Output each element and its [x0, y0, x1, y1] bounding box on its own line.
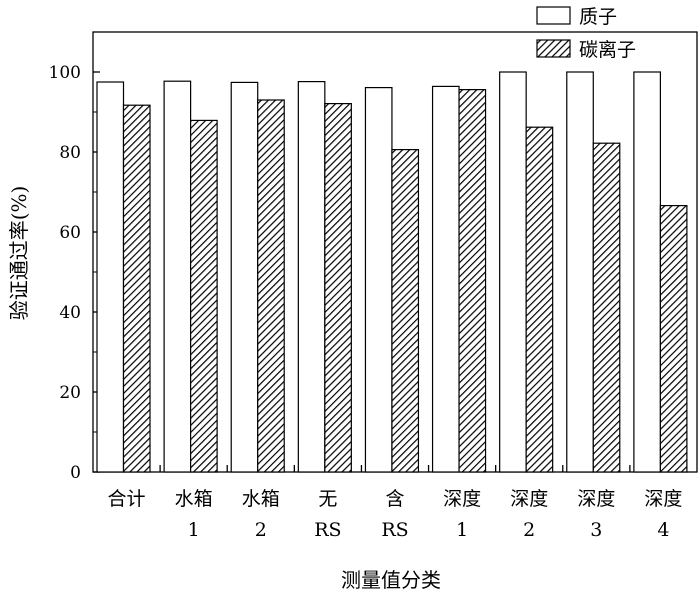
- y-tick-label: 0: [70, 463, 81, 483]
- bar-carbon-5: [458, 88, 487, 473]
- y-axis-title: 验证通过率(%): [7, 186, 31, 321]
- bar-carbon-3: [324, 102, 352, 473]
- bar-proton-7: [566, 71, 594, 473]
- bar-carbon-2: [257, 99, 285, 473]
- x-category-label: RS: [381, 519, 408, 541]
- bar-carbon-1: [190, 119, 218, 473]
- x-category-label: 2: [255, 519, 267, 541]
- bar-proton-5: [431, 85, 460, 473]
- bar-carbon-0: [122, 104, 151, 473]
- plot-area: 0 20 40 60 80 100 合计 水箱 1 水箱 2 无 RS 含 RS 深度 1 深度 2 深度 3 深度 4: [49, 31, 698, 541]
- legend-label-carbon: 碳离子: [579, 39, 636, 61]
- x-category-label: 深度: [577, 488, 615, 510]
- legend-swatch-proton: [536, 6, 571, 25]
- y-tick-label: 20: [59, 383, 81, 403]
- y-tick-label: 40: [59, 303, 81, 323]
- x-category-label: 3: [590, 519, 602, 541]
- x-category-label: 合计: [108, 488, 146, 510]
- x-category-label: 2: [523, 519, 535, 541]
- bar-proton-1: [163, 80, 192, 473]
- bar-proton-0: [96, 81, 125, 473]
- x-category-label: 水箱: [242, 488, 280, 510]
- bar-proton-3: [297, 80, 326, 473]
- y-tick-label: 80: [59, 143, 81, 163]
- x-category-label: 1: [456, 519, 468, 541]
- bar-carbon-6: [525, 126, 554, 473]
- x-category-label: 深度: [644, 488, 682, 510]
- x-category-label: 1: [188, 519, 200, 541]
- bar-proton-2: [230, 81, 259, 473]
- x-category-label: 无: [318, 488, 337, 510]
- legend-label-proton: 质子: [579, 6, 617, 28]
- bar-proton-8: [633, 71, 661, 473]
- bar-proton-6: [499, 71, 527, 473]
- y-tick-label: 60: [59, 223, 81, 243]
- bar-carbon-7: [592, 142, 621, 473]
- x-category-label: 含: [385, 488, 404, 510]
- bar-carbon-4: [391, 149, 420, 473]
- y-tick-label: 100: [49, 63, 81, 83]
- bar-carbon-8: [659, 205, 688, 473]
- x-category-label: RS: [314, 519, 341, 541]
- x-category-label: 4: [657, 519, 669, 541]
- x-axis-title: 测量值分类: [341, 568, 441, 592]
- bar-proton-4: [364, 86, 393, 473]
- x-category-label: 深度: [510, 488, 548, 510]
- x-category-label: 水箱: [175, 488, 213, 510]
- x-category-label: 深度: [443, 488, 481, 510]
- legend-swatch-carbon: [536, 39, 571, 58]
